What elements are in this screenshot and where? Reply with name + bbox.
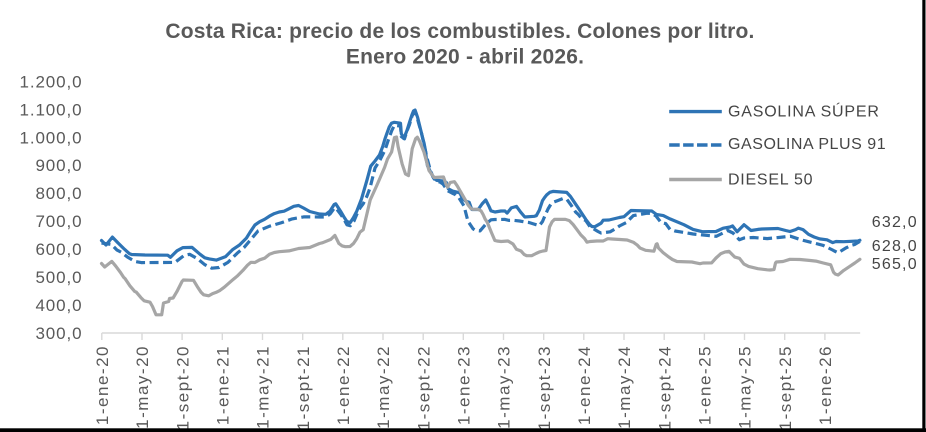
svg-text:1-ene-23: 1-ene-23 <box>455 345 474 425</box>
svg-text:Costa Rica: precio de los comb: Costa Rica: precio de los combustibles. … <box>165 20 754 43</box>
svg-text:628,0: 628,0 <box>872 238 918 255</box>
svg-text:1-ene-25: 1-ene-25 <box>696 345 715 425</box>
svg-text:1-may-22: 1-may-22 <box>374 345 393 429</box>
svg-text:1-ene-24: 1-ene-24 <box>575 345 594 425</box>
svg-text:1-may-25: 1-may-25 <box>736 345 755 429</box>
svg-text:1-ene-22: 1-ene-22 <box>334 345 353 425</box>
svg-text:1-sept-22: 1-sept-22 <box>414 345 433 430</box>
svg-text:GASOLINA SÚPER: GASOLINA SÚPER <box>728 102 880 121</box>
svg-text:1-may-21: 1-may-21 <box>254 345 273 429</box>
svg-text:DIESEL 50: DIESEL 50 <box>728 171 813 188</box>
svg-text:1-may-23: 1-may-23 <box>495 345 514 429</box>
svg-text:1.200,0: 1.200,0 <box>19 72 82 91</box>
svg-text:1-ene-26: 1-ene-26 <box>816 345 835 425</box>
svg-text:900,0: 900,0 <box>35 156 82 175</box>
svg-text:700,0: 700,0 <box>35 212 82 231</box>
svg-text:300,0: 300,0 <box>35 324 82 343</box>
svg-text:1-sept-20: 1-sept-20 <box>173 345 192 430</box>
svg-text:1-sept-21: 1-sept-21 <box>294 345 313 430</box>
svg-text:Enero 2020 - abril 2026.: Enero 2020 - abril 2026. <box>346 46 584 69</box>
svg-text:1.100,0: 1.100,0 <box>19 100 82 119</box>
svg-text:GASOLINA PLUS 91: GASOLINA PLUS 91 <box>728 136 886 153</box>
svg-text:1-ene-21: 1-ene-21 <box>214 345 233 425</box>
svg-text:400,0: 400,0 <box>35 296 82 315</box>
svg-text:1.000,0: 1.000,0 <box>19 128 82 147</box>
svg-text:1-sept-24: 1-sept-24 <box>655 345 674 430</box>
svg-text:1-sept-23: 1-sept-23 <box>535 345 554 430</box>
svg-text:1-sept-25: 1-sept-25 <box>776 345 795 430</box>
svg-text:1-ene-20: 1-ene-20 <box>93 345 112 425</box>
svg-text:1-may-24: 1-may-24 <box>615 345 634 429</box>
svg-text:565,0: 565,0 <box>872 256 918 273</box>
svg-text:1-may-20: 1-may-20 <box>133 345 152 429</box>
svg-text:600,0: 600,0 <box>35 240 82 259</box>
svg-text:800,0: 800,0 <box>35 184 82 203</box>
svg-text:500,0: 500,0 <box>35 268 82 287</box>
svg-text:632,0: 632,0 <box>872 214 918 231</box>
